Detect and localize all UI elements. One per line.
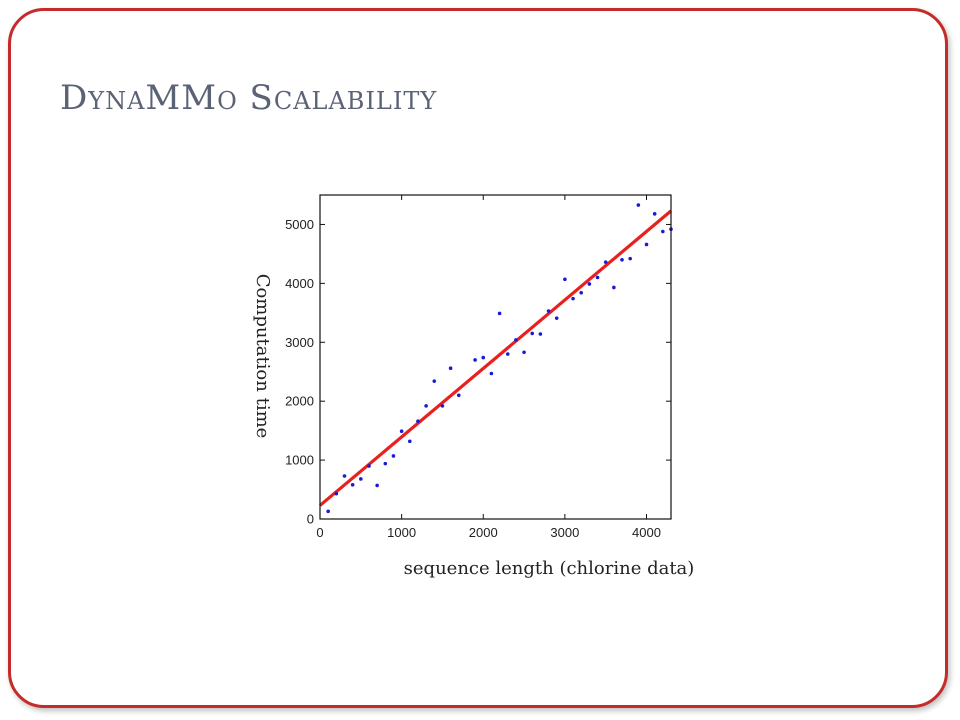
data-point (563, 277, 567, 282)
data-point (456, 393, 461, 398)
data-point (636, 203, 641, 207)
data-point (399, 429, 404, 434)
x-tick-label: 4000 (632, 525, 661, 540)
data-point (391, 454, 396, 458)
data-point (661, 229, 665, 234)
data-point (644, 242, 649, 247)
data-point (416, 419, 420, 424)
data-point (359, 477, 363, 481)
x-tick-label: 2000 (469, 525, 498, 540)
y-tick-label: 1000 (285, 453, 314, 468)
fit-line-layer (318, 209, 673, 507)
data-point (440, 404, 445, 408)
data-point (514, 338, 518, 342)
data-point (481, 355, 486, 360)
data-point (334, 491, 339, 496)
slide-title: DynaMMo Scalability (60, 78, 438, 118)
y-axis-label: Computation time (252, 274, 273, 439)
data-point (432, 379, 437, 383)
data-point (612, 285, 616, 290)
data-point (538, 332, 543, 336)
x-axis-label: sequence length (chlorine data) (404, 558, 695, 579)
data-point (407, 439, 412, 444)
data-point (620, 258, 624, 262)
data-point (375, 483, 379, 488)
y-tick-label: 4000 (285, 276, 314, 291)
plot-area-frame (319, 194, 672, 520)
data-point (473, 358, 477, 362)
data-point (350, 483, 355, 487)
x-tick-label: 0 (316, 525, 323, 540)
x-tick-label: 3000 (550, 525, 579, 540)
y-tick-label: 3000 (285, 335, 314, 350)
data-point (424, 404, 428, 408)
data-point (587, 282, 592, 286)
x-tick-label: 1000 (387, 525, 416, 540)
data-point (383, 461, 388, 466)
data-point (522, 350, 526, 355)
data-point (603, 260, 608, 264)
data-point (595, 275, 600, 280)
data-point (497, 311, 502, 316)
data-point (367, 464, 371, 468)
data-point (571, 296, 575, 301)
y-tick-label: 0 (307, 512, 314, 527)
data-point (554, 316, 559, 320)
data-point (342, 474, 347, 478)
tick-labels: 0 1000 2000 3000 4000 0 1000 2000 3000 4000 5000 (285, 217, 661, 540)
slide-frame (8, 8, 948, 708)
data-point (326, 509, 330, 514)
y-tick-label: 5000 (285, 217, 314, 232)
data-point (579, 290, 584, 295)
data-point (489, 371, 494, 376)
fit-line (318, 209, 673, 507)
data-point (546, 309, 551, 313)
data-point (628, 256, 632, 261)
data-point (505, 352, 510, 356)
y-tick-label: 2000 (285, 394, 314, 409)
data-points (326, 203, 673, 514)
data-point (448, 366, 453, 370)
data-point (652, 212, 657, 216)
data-point (530, 331, 535, 336)
